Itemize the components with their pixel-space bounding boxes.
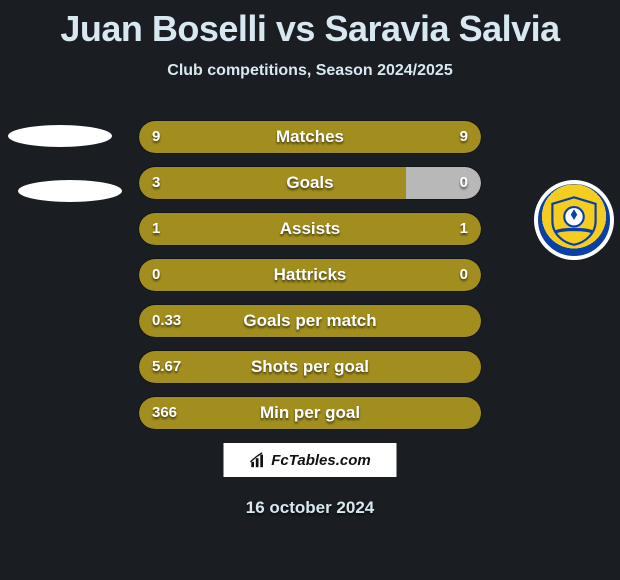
bar-value-right: 0 xyxy=(460,166,468,200)
bar-value-left: 366 xyxy=(152,396,177,430)
bar-value-right: 1 xyxy=(460,212,468,246)
bar-label: Goals per match xyxy=(138,304,482,338)
bar-value-left: 3 xyxy=(152,166,160,200)
bar-row: Goals per match0.33 xyxy=(138,304,482,338)
bar-row: Goals3 0 xyxy=(138,166,482,200)
bar-row: Min per goal366 xyxy=(138,396,482,430)
bar-value-left: 0.33 xyxy=(152,304,181,338)
bar-value-left: 0 xyxy=(152,258,160,292)
bar-label: Assists xyxy=(138,212,482,246)
bar-label: Min per goal xyxy=(138,396,482,430)
page-title: Juan Boselli vs Saravia Salvia xyxy=(0,0,620,50)
bar-label: Goals xyxy=(138,166,482,200)
bar-row: Shots per goal5.67 xyxy=(138,350,482,384)
player1-avatar-placeholder-2 xyxy=(18,180,122,202)
player1-avatar-placeholder-1 xyxy=(8,125,112,147)
subtitle: Club competitions, Season 2024/2025 xyxy=(0,62,620,80)
bar-row: Hattricks0 0 xyxy=(138,258,482,292)
bar-value-right: 9 xyxy=(460,120,468,154)
brand-badge[interactable]: FcTables.com xyxy=(223,442,398,478)
bar-value-left: 1 xyxy=(152,212,160,246)
bar-label: Matches xyxy=(138,120,482,154)
bar-value-left: 9 xyxy=(152,120,160,154)
bar-label: Shots per goal xyxy=(138,350,482,384)
brand-text: FcTables.com xyxy=(271,452,370,469)
comparison-bars: Matches99Goals30Assists11Hattricks00Goal… xyxy=(138,120,482,442)
bar-value-left: 5.67 xyxy=(152,350,181,384)
bar-row: Matches9 9 xyxy=(138,120,482,154)
club-crest-icon xyxy=(547,193,601,247)
bar-row: Assists1 1 xyxy=(138,212,482,246)
player2-club-badge xyxy=(534,180,614,260)
chart-icon xyxy=(249,451,267,469)
date-text: 16 october 2024 xyxy=(0,498,620,518)
bar-label: Hattricks xyxy=(138,258,482,292)
bar-value-right: 0 xyxy=(460,258,468,292)
